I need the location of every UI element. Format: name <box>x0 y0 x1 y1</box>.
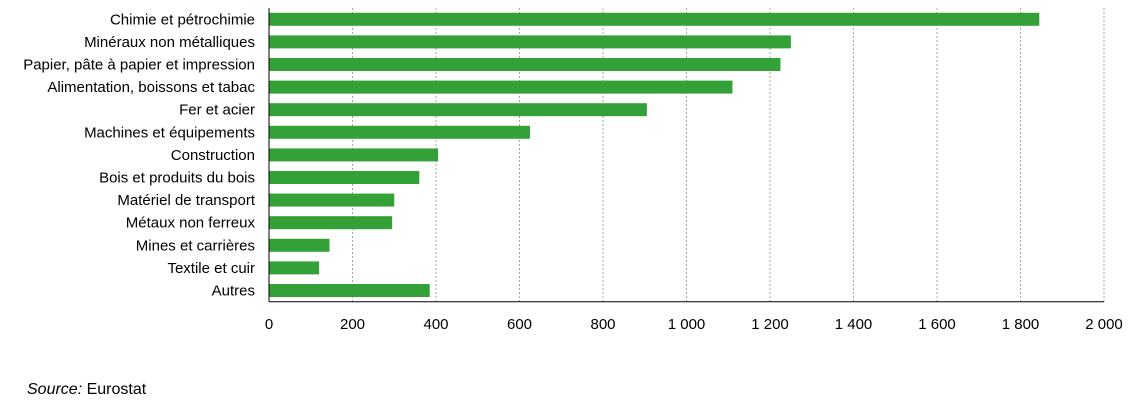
x-tick-label: 1 800 <box>1002 316 1040 333</box>
x-tick-labels: 0 200 400 600 800 1 000 1 200 1 400 1 600 1 800 2 … <box>265 316 1123 333</box>
category-label: Métaux non ferreux <box>126 215 256 232</box>
category-label: Matériel de transport <box>117 192 255 209</box>
bar <box>269 193 395 207</box>
bars <box>269 12 1040 297</box>
bar <box>269 171 420 184</box>
source-note: Source: Eurostat <box>27 381 146 399</box>
axes <box>268 8 1104 303</box>
bar <box>269 125 530 139</box>
bar <box>269 216 393 230</box>
bar <box>269 103 647 117</box>
bar <box>269 238 330 252</box>
category-label: Textile et cuir <box>167 260 255 277</box>
bar <box>269 35 791 49</box>
category-label: Fer et acier <box>179 102 255 119</box>
bar <box>269 58 781 71</box>
bar <box>269 12 1040 26</box>
source-text: Eurostat <box>86 381 147 398</box>
x-tick-label: 200 <box>340 316 365 333</box>
x-tick-label: 1 400 <box>835 316 873 333</box>
category-labels: Chimie et pétrochimie Minéraux non métall… <box>23 11 256 299</box>
bar <box>269 80 733 94</box>
grid-lines <box>352 8 1105 302</box>
x-tick-label: 600 <box>507 316 532 333</box>
category-label: Minéraux non métalliques <box>84 34 255 51</box>
category-label: Autres <box>212 283 255 300</box>
bar <box>269 284 430 297</box>
x-tick-label: 2 000 <box>1085 316 1123 333</box>
x-tick-label: 0 <box>265 316 273 333</box>
category-label: Machines et équipements <box>84 124 255 141</box>
category-label: Bois et produits du bois <box>99 170 255 187</box>
bar <box>269 148 439 162</box>
x-tick-label: 1 200 <box>751 316 789 333</box>
x-tick-label: 1 000 <box>668 316 706 333</box>
x-tick-label: 400 <box>423 316 448 333</box>
x-tick-label: 800 <box>590 316 615 333</box>
source-label: Source: <box>27 381 83 398</box>
category-label: Mines et carrières <box>136 237 255 254</box>
category-label: Papier, pâte à papier et impression <box>23 57 255 74</box>
category-label: Alimentation, boissons et tabac <box>47 79 255 96</box>
category-label: Chimie et pétrochimie <box>110 11 255 28</box>
category-label: Construction <box>171 147 255 164</box>
x-tick-label: 1 600 <box>918 316 956 333</box>
bar <box>269 261 320 275</box>
